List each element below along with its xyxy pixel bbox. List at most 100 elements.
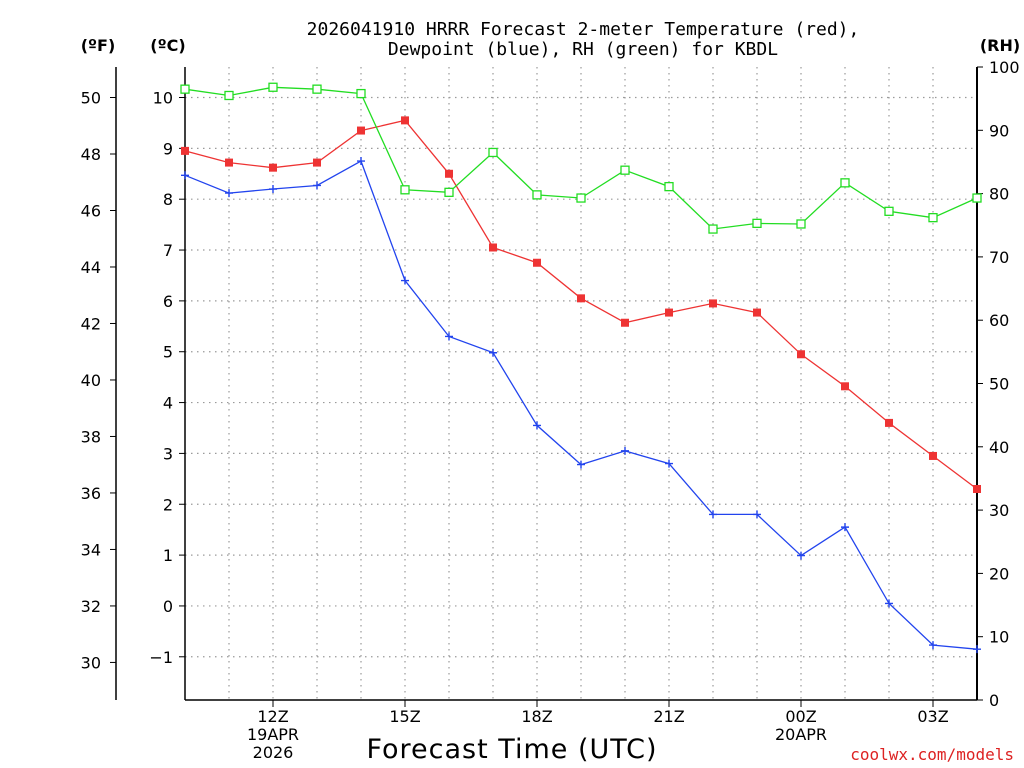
temperature-point bbox=[401, 116, 409, 125]
x-tick-label: 00Z bbox=[785, 707, 816, 726]
rh-point bbox=[224, 90, 234, 101]
celsius-tick-label: 8 bbox=[163, 190, 173, 209]
fahrenheit-tick-label: 50 bbox=[81, 89, 101, 108]
dewpoint-point bbox=[841, 523, 849, 532]
rh-point bbox=[312, 84, 322, 94]
fahrenheit-tick-label: 36 bbox=[81, 484, 101, 503]
temperature-point bbox=[313, 158, 321, 167]
temperature-point bbox=[357, 126, 365, 135]
fahrenheit-tick-label: 34 bbox=[81, 540, 101, 559]
rh-tick-label: 70 bbox=[989, 248, 1009, 267]
dewpoint-point bbox=[797, 551, 805, 560]
celsius-tick-label: 4 bbox=[163, 394, 173, 413]
rh-point bbox=[884, 206, 894, 216]
rh-tick-label: 60 bbox=[989, 311, 1009, 330]
dewpoint-point bbox=[929, 641, 937, 650]
rh-tick-label: 30 bbox=[989, 501, 1009, 520]
rh-unit-label: (RH) bbox=[980, 36, 1020, 55]
rh-tick-label: 0 bbox=[989, 691, 999, 710]
temperature-point bbox=[533, 258, 541, 267]
temperature-point bbox=[665, 308, 673, 317]
celsius-tick-label: 9 bbox=[163, 139, 173, 158]
celsius-tick-label: 5 bbox=[163, 343, 173, 362]
temperature-point bbox=[621, 318, 629, 327]
fahrenheit-tick-label: 42 bbox=[81, 314, 101, 333]
temperature-point bbox=[885, 418, 893, 427]
x-tick-label: 12Z bbox=[257, 707, 288, 726]
temperature-point bbox=[181, 146, 189, 155]
fahrenheit-tick-label: 32 bbox=[81, 597, 101, 616]
watermark: coolwx.com/models bbox=[850, 745, 1014, 764]
rh-tick-label: 100 bbox=[989, 58, 1020, 77]
dewpoint-point bbox=[489, 348, 497, 357]
celsius-tick-label: 6 bbox=[163, 292, 173, 311]
rh-point bbox=[532, 190, 542, 200]
rh-point bbox=[708, 224, 718, 234]
dewpoint-point bbox=[181, 171, 189, 180]
rh-point bbox=[268, 82, 278, 92]
celsius-tick-label: −1 bbox=[149, 648, 173, 667]
x-tick-label: 20APR bbox=[775, 725, 827, 744]
x-tick-label: 21Z bbox=[653, 707, 684, 726]
fahrenheit-tick-label: 44 bbox=[81, 258, 101, 277]
dewpoint-point bbox=[401, 276, 409, 285]
dewpoint-point bbox=[577, 460, 585, 469]
fahrenheit-tick-label: 38 bbox=[81, 427, 101, 446]
temperature-point bbox=[841, 382, 849, 391]
celsius-tick-label: 0 bbox=[163, 597, 173, 616]
chart-axes bbox=[110, 66, 983, 707]
rh-point bbox=[356, 88, 366, 99]
dewpoint-point bbox=[445, 332, 453, 341]
rh-tick-label: 20 bbox=[989, 564, 1009, 583]
dewpoint-point bbox=[973, 645, 981, 654]
celsius-tick-label: 1 bbox=[163, 546, 173, 565]
rh-point bbox=[180, 84, 190, 94]
data-series bbox=[180, 82, 982, 654]
grid-lines bbox=[185, 67, 977, 700]
temperature-point bbox=[269, 163, 277, 172]
series-dewpoint bbox=[181, 157, 981, 654]
x-tick-label: 2026 bbox=[253, 743, 294, 762]
celsius-unit-label: (ºC) bbox=[150, 36, 185, 55]
series-rh bbox=[180, 82, 982, 234]
temperature-point bbox=[489, 243, 497, 252]
celsius-tick-label: 10 bbox=[153, 89, 173, 108]
series-temperature bbox=[181, 116, 981, 493]
rh-point bbox=[488, 147, 498, 158]
rh-point bbox=[796, 219, 806, 229]
chart-subtitle: Dewpoint (blue), RH (green) for KBDL bbox=[388, 39, 778, 60]
temperature-point bbox=[709, 299, 717, 308]
rh-tick-label: 80 bbox=[989, 185, 1009, 204]
temperature-point bbox=[973, 485, 981, 493]
fahrenheit-tick-label: 40 bbox=[81, 371, 101, 390]
x-tick-label: 18Z bbox=[521, 707, 552, 726]
temperature-point bbox=[225, 158, 233, 167]
rh-point bbox=[840, 178, 850, 188]
chart-title: 2026041910 HRRR Forecast 2-meter Tempera… bbox=[307, 19, 860, 40]
x-tick-label: 03Z bbox=[917, 707, 948, 726]
dewpoint-point bbox=[885, 599, 893, 608]
rh-point bbox=[972, 193, 982, 203]
dewpoint-line bbox=[184, 160, 978, 650]
temperature-point bbox=[753, 308, 761, 317]
rh-tick-label: 90 bbox=[989, 121, 1009, 140]
rh-point bbox=[400, 185, 410, 195]
rh-point bbox=[664, 181, 674, 192]
temperature-point bbox=[445, 169, 453, 178]
rh-tick-label: 40 bbox=[989, 438, 1009, 457]
rh-point bbox=[444, 187, 454, 197]
fahrenheit-tick-label: 30 bbox=[81, 653, 101, 672]
rh-point bbox=[928, 213, 938, 223]
rh-point bbox=[576, 193, 586, 203]
celsius-tick-label: 3 bbox=[163, 444, 173, 463]
rh-point bbox=[752, 218, 762, 229]
fahrenheit-tick-label: 48 bbox=[81, 145, 101, 164]
fahrenheit-unit-label: (ºF) bbox=[81, 36, 116, 55]
celsius-tick-label: 2 bbox=[163, 495, 173, 514]
dewpoint-point bbox=[709, 510, 717, 519]
dewpoint-point bbox=[533, 421, 541, 430]
rh-point bbox=[620, 165, 630, 175]
dewpoint-point bbox=[225, 189, 233, 198]
dewpoint-point bbox=[269, 185, 277, 194]
